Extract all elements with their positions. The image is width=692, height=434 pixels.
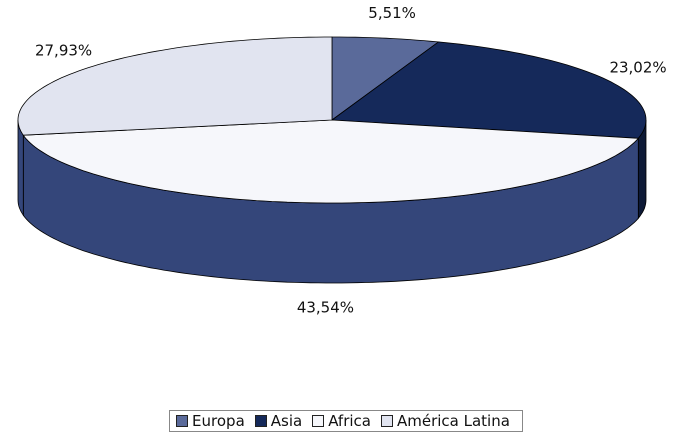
legend-label: Africa xyxy=(328,412,371,430)
legend-item: Africa xyxy=(312,412,371,430)
data-label: 5,51% xyxy=(368,4,416,22)
slice xyxy=(17,36,333,136)
slice xyxy=(330,41,647,139)
legend-box: Europa Asia Africa América Latina xyxy=(169,410,523,432)
legend-item: Europa xyxy=(176,412,245,430)
data-label: 23,02% xyxy=(609,59,666,77)
slice xyxy=(22,119,640,204)
legend-swatch xyxy=(254,415,267,427)
slice xyxy=(331,36,440,121)
legend-swatch xyxy=(176,415,189,427)
data-label: 43,54% xyxy=(297,298,354,316)
legend-label: América Latina xyxy=(396,412,510,430)
legend-label: Europa xyxy=(192,412,245,430)
legend-label: Asia xyxy=(270,412,303,430)
legend-item: Asia xyxy=(254,412,303,430)
data-label: 27,93% xyxy=(35,41,92,59)
legend-swatch xyxy=(380,415,393,427)
legend: Europa Asia Africa América Latina xyxy=(0,410,692,432)
legend-item: América Latina xyxy=(380,412,510,430)
legend-swatch xyxy=(312,415,325,427)
